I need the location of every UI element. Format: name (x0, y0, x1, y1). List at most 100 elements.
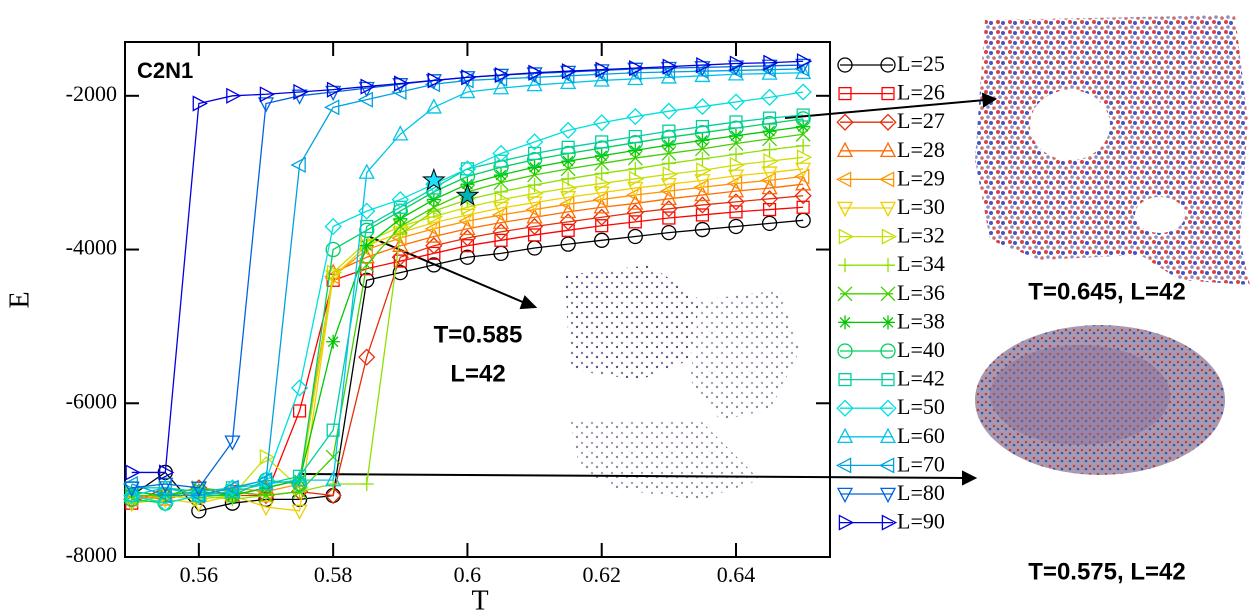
data-point (427, 246, 441, 260)
legend-marker (837, 57, 853, 73)
legend-marker (838, 228, 855, 245)
data-point (458, 229, 477, 247)
data-point (628, 143, 643, 158)
data-point (157, 477, 174, 494)
legend-label: L=27 (897, 108, 945, 133)
legend-marker (838, 315, 852, 330)
legend-marker (878, 171, 895, 188)
data-point (259, 86, 276, 103)
series-line (131, 156, 804, 501)
data-point (527, 146, 542, 161)
legend-marker (836, 113, 854, 131)
data-point (594, 166, 609, 181)
data-point (695, 133, 710, 148)
data-point (729, 156, 746, 174)
data-point (727, 169, 745, 185)
legend-marker (836, 141, 854, 158)
data-point (458, 213, 474, 230)
highlight-star (455, 183, 480, 206)
data-point (796, 119, 811, 134)
data-point (125, 464, 141, 481)
legend-marker (879, 201, 897, 218)
x-tick-label: 0.56 (180, 562, 219, 587)
data-point (629, 60, 645, 77)
data-point (494, 167, 508, 182)
data-point (796, 138, 811, 153)
data-point (762, 131, 778, 147)
data-point (460, 239, 475, 253)
data-point (695, 208, 710, 222)
data-point (729, 55, 746, 72)
annotation: C2N1 (137, 58, 193, 83)
legend-label: L=38 (897, 308, 945, 333)
data-point (660, 200, 678, 218)
data-point (594, 155, 610, 171)
data-point (325, 241, 341, 258)
data-point (528, 185, 544, 202)
legend-label: L=42 (897, 366, 945, 391)
data-point (427, 72, 443, 89)
data-point (293, 83, 309, 101)
x-tick-label: 0.64 (717, 562, 756, 587)
data-point (425, 74, 442, 90)
data-point (123, 481, 140, 497)
data-point (123, 486, 140, 502)
data-point (662, 124, 676, 138)
data-point (626, 186, 642, 204)
data-point (459, 219, 476, 236)
series-line (131, 168, 804, 512)
data-point (694, 185, 711, 202)
data-point (561, 223, 575, 237)
legend-marker (837, 343, 853, 359)
arrows (299, 92, 998, 486)
y-tick-label: -4000 (66, 235, 117, 260)
legend-marker (881, 315, 895, 330)
data-point (727, 60, 745, 76)
data-point (324, 99, 340, 116)
annotation: T=0.575, L=42 (1028, 558, 1185, 585)
data-point (561, 179, 578, 197)
y-tick-label: -6000 (66, 388, 117, 413)
data-point (695, 151, 710, 166)
data-point (561, 140, 575, 154)
legend-marker (838, 87, 852, 101)
data-point (258, 488, 274, 503)
data-point (595, 175, 611, 192)
data-point (492, 201, 510, 218)
data-point (426, 192, 441, 207)
data-point (561, 63, 578, 80)
data-point (661, 224, 677, 241)
data-point (626, 204, 644, 222)
data-point (525, 133, 544, 151)
data-point (461, 199, 477, 216)
series-line (131, 68, 804, 497)
x-axis-label: T (471, 585, 488, 616)
data-point (426, 257, 442, 273)
data-point (359, 238, 374, 253)
data-point (593, 71, 610, 87)
data-point (157, 478, 174, 495)
data-point (528, 64, 544, 81)
data-point (661, 138, 676, 152)
data-point (156, 487, 172, 504)
legend-label: L=40 (897, 337, 945, 362)
data-point (256, 472, 273, 489)
data-point (795, 58, 812, 75)
data-point (392, 236, 409, 252)
data-point (661, 156, 676, 171)
data-point (226, 87, 242, 104)
legend-marker (838, 372, 852, 387)
data-point (525, 201, 541, 218)
data-point (728, 120, 744, 136)
data-point (661, 129, 677, 145)
legend-marker (880, 343, 896, 359)
data-point (292, 404, 307, 418)
data-point (224, 487, 241, 504)
data-point (325, 471, 342, 487)
legend-marker (838, 258, 852, 273)
data-point (324, 486, 342, 505)
legend-label: L=25 (897, 51, 945, 76)
data-point (189, 487, 206, 504)
legend-marker (879, 427, 897, 444)
